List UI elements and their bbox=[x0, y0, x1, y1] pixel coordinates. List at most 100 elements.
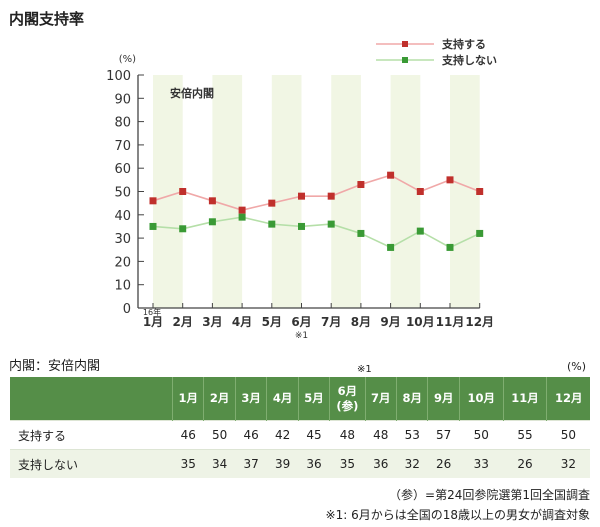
table-header-month: 5月 bbox=[297, 377, 330, 421]
table-cell: 50 bbox=[459, 420, 504, 450]
y-tick-label: 100 bbox=[106, 69, 131, 84]
table-header-month: 9月 bbox=[427, 377, 460, 421]
table-cell: 45 bbox=[298, 420, 330, 450]
chart-band bbox=[153, 75, 183, 308]
support-rate-chart: 0 10 20 30 40 50 60 70 80 90 100 (%) 安倍内閣 1月 2月 3月 4月 5月 6… bbox=[106, 37, 497, 341]
data-point bbox=[357, 229, 365, 237]
x-note: ※1 bbox=[295, 331, 308, 341]
legend-label: 支持しない bbox=[441, 53, 497, 67]
header-label: 2月 bbox=[209, 391, 230, 405]
y-tick-label: 40 bbox=[114, 209, 131, 224]
data-point bbox=[476, 229, 484, 237]
data-point bbox=[208, 197, 216, 205]
legend-marker bbox=[402, 57, 408, 63]
data-point bbox=[149, 222, 157, 230]
table-cell: 32 bbox=[546, 449, 590, 478]
y-axis-unit: (%) bbox=[119, 54, 136, 65]
table-header-month: 1月 bbox=[171, 377, 204, 421]
table-cell: 26 bbox=[503, 449, 547, 478]
chart-annotation: 安倍内閣 bbox=[170, 86, 214, 100]
header-sub-label: (参) bbox=[336, 398, 359, 413]
data-point bbox=[268, 199, 276, 207]
header-label: 4月 bbox=[272, 391, 293, 405]
table-cell: 35 bbox=[329, 449, 366, 478]
y-tick-label: 80 bbox=[114, 116, 131, 131]
table-header-month: 12月 bbox=[546, 377, 590, 421]
data-point bbox=[179, 188, 187, 195]
table-cell: 36 bbox=[298, 449, 330, 478]
table-cell: 46 bbox=[172, 420, 204, 450]
y-tick-label: 70 bbox=[114, 139, 131, 154]
table-row: 支持しない 35 34 37 39 36 35 36 32 26 33 26 32 bbox=[10, 449, 590, 478]
data-point bbox=[446, 176, 454, 184]
header-label: 5月 bbox=[304, 391, 324, 405]
data-point bbox=[416, 227, 424, 235]
data-point bbox=[298, 192, 305, 200]
x-tick-label: 12月 bbox=[465, 315, 494, 329]
x-tick-label: 9月 bbox=[380, 315, 400, 329]
data-point bbox=[238, 206, 246, 214]
x-tick-label: 10月 bbox=[406, 315, 435, 329]
header-label: 10月 bbox=[467, 391, 496, 405]
data-point bbox=[327, 220, 335, 228]
table-cell: 37 bbox=[235, 449, 267, 478]
x-tick-label: 3月 bbox=[202, 315, 222, 329]
x-tick-label: 8月 bbox=[351, 315, 371, 329]
header-label: 11月 bbox=[511, 391, 539, 405]
header-label: 12月 bbox=[554, 391, 583, 405]
data-point bbox=[357, 181, 365, 189]
x-tick-label: 6月 bbox=[291, 315, 311, 329]
table-header-month: 3月 bbox=[234, 377, 267, 421]
row-label: 支持しない bbox=[10, 449, 173, 478]
table-cell: 42 bbox=[266, 420, 299, 450]
table-cell: 57 bbox=[427, 420, 460, 450]
header-label: 8月 bbox=[402, 391, 422, 405]
table-header-blank bbox=[10, 377, 173, 421]
table-note-mark: ※1 bbox=[357, 364, 372, 375]
page-title: 内閣支持率 bbox=[9, 10, 85, 28]
table-cell: 55 bbox=[503, 420, 547, 450]
data-point bbox=[149, 197, 157, 205]
data-point bbox=[298, 222, 305, 230]
table-header-month: 6月 (参) bbox=[329, 377, 366, 421]
y-tick-label: 10 bbox=[114, 279, 131, 294]
data-point bbox=[238, 213, 246, 221]
x-tick-label: 5月 bbox=[262, 315, 282, 329]
chart-band bbox=[331, 75, 361, 308]
table-cell: 50 bbox=[203, 420, 236, 450]
data-point bbox=[268, 220, 276, 228]
data-point bbox=[416, 188, 424, 195]
data-point bbox=[179, 225, 187, 233]
table-header-month: 7月 bbox=[364, 377, 397, 421]
x-tick-label: 4月 bbox=[232, 315, 252, 329]
table-cell: 48 bbox=[365, 420, 397, 450]
data-point bbox=[327, 192, 335, 200]
legend-label: 支持する bbox=[441, 37, 486, 51]
footnote-1: （参）=第24回参院選第1回全国調査 bbox=[389, 488, 590, 502]
table-row: 支持する 46 50 46 42 45 48 48 53 57 50 55 50 bbox=[10, 420, 590, 450]
footnote-2: ※1: 6月からは全国の18歳以上の男女が調査対象 bbox=[325, 508, 590, 522]
row-label: 支持する bbox=[10, 420, 173, 450]
year-label: 16年 bbox=[143, 307, 161, 317]
x-tick-label: 7月 bbox=[321, 315, 341, 329]
legend-marker bbox=[402, 41, 408, 47]
header-label: 9月 bbox=[433, 391, 454, 405]
header-label: 3月 bbox=[241, 391, 261, 405]
y-tick-label: 20 bbox=[114, 255, 131, 270]
table-unit: (%) bbox=[566, 360, 586, 373]
data-point bbox=[387, 243, 395, 251]
table-header-month: 10月 bbox=[458, 377, 504, 421]
y-tick-label: 50 bbox=[114, 186, 131, 201]
table-cell: 46 bbox=[235, 420, 267, 450]
table-cell: 50 bbox=[546, 420, 590, 450]
table-cell: 35 bbox=[172, 449, 204, 478]
y-tick-label: 60 bbox=[114, 162, 131, 177]
chart-band bbox=[212, 75, 243, 308]
table-caption: 内閣：安倍内閣 bbox=[9, 359, 101, 374]
header-label: 7月 bbox=[371, 391, 391, 405]
x-tick-label: 1月 bbox=[143, 315, 163, 329]
chart-band bbox=[450, 75, 480, 308]
chart-band bbox=[390, 75, 421, 308]
table-cell: 32 bbox=[396, 449, 428, 478]
data-point bbox=[208, 218, 216, 226]
